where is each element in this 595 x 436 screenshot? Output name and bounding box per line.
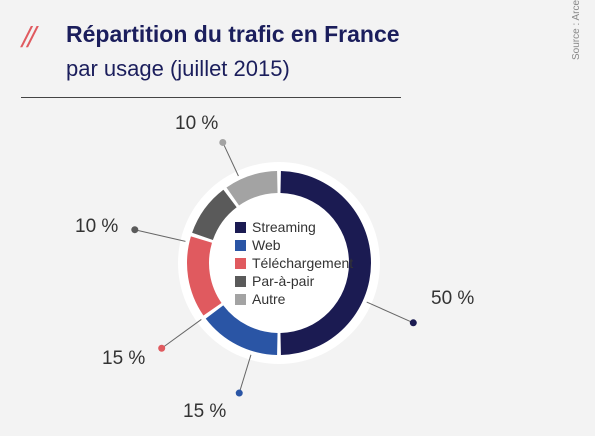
legend-swatch-telechargement (235, 257, 246, 269)
leader-line-telechargement (161, 319, 202, 349)
legend-label-streaming: Streaming (252, 219, 316, 235)
leader-dot-web (235, 389, 243, 397)
value-label-streaming: 50 % (431, 288, 475, 309)
legend-swatch-streaming (235, 221, 246, 233)
decorative-slash-mark: // (22, 22, 36, 52)
leader-line-streaming (366, 301, 414, 324)
legend-swatch-autre (235, 293, 246, 305)
value-label-autre: 10 % (175, 113, 219, 134)
legend-swatch-par-a-pair (235, 275, 246, 287)
slice-par-a-pair (192, 189, 237, 240)
title-divider (21, 97, 401, 98)
slice-telechargement (187, 236, 222, 316)
slice-autre (226, 171, 278, 206)
leader-line-autre (222, 142, 239, 177)
slices-group (187, 171, 372, 355)
chart-title: Répartition du trafic en France (66, 21, 400, 47)
legend-item-web: Web (235, 236, 353, 254)
value-label-telechargement: 15 % (102, 348, 146, 369)
leader-dot-streaming (409, 319, 417, 327)
slice-web (205, 305, 278, 355)
leader-line-web (238, 354, 252, 394)
leader-line-par-a-pair (134, 229, 186, 242)
legend-item-telechargement: Téléchargement (235, 254, 353, 272)
leader-dot-autre (219, 138, 227, 146)
chart-legend: Streaming Web Téléchargement Par-à-pair … (235, 218, 353, 308)
value-label-par-a-pair: 10 % (75, 216, 119, 237)
leaders-group (131, 138, 417, 397)
value-label-web: 15 % (183, 401, 227, 422)
legend-swatch-web (235, 239, 246, 251)
legend-item-par-a-pair: Par-à-pair (235, 272, 353, 290)
chart-subtitle: par usage (juillet 2015) (66, 56, 290, 81)
leader-dot-par-a-pair (131, 226, 139, 234)
leader-dot-telechargement (158, 344, 166, 352)
legend-label-autre: Autre (252, 291, 286, 307)
legend-label-web: Web (252, 237, 281, 253)
legend-label-par-a-pair: Par-à-pair (252, 273, 315, 289)
slice-streaming (280, 171, 372, 355)
legend-label-telechargement: Téléchargement (252, 255, 354, 271)
legend-item-streaming: Streaming (235, 218, 353, 236)
legend-item-autre: Autre (235, 290, 353, 308)
